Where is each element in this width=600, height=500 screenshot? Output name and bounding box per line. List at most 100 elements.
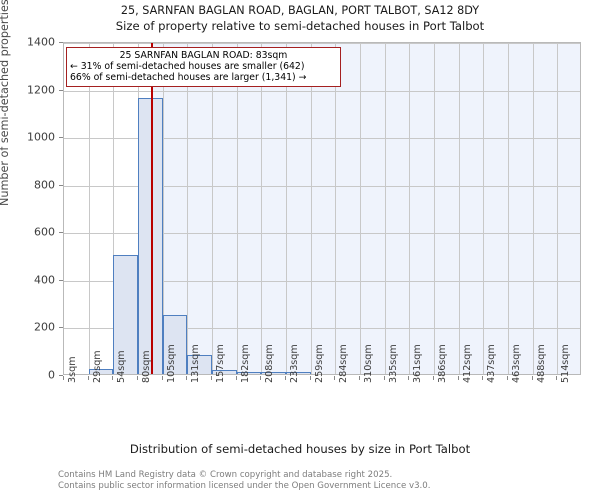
gridline-v	[508, 43, 509, 374]
x-axis-tick-mark	[531, 376, 533, 380]
gridline-v	[532, 43, 534, 374]
x-axis-tick-mark	[359, 376, 360, 380]
x-axis-tick-label: 3sqm	[67, 356, 78, 383]
x-axis-tick-mark	[285, 376, 286, 380]
gridline-h	[64, 328, 580, 330]
footer-line-2: Contains public sector information licen…	[58, 480, 431, 491]
x-axis-tick-label: 463sqm	[511, 344, 522, 383]
x-axis-tick-mark	[457, 376, 459, 380]
x-axis-tick-label: 386sqm	[437, 344, 448, 383]
gridline-v	[458, 43, 460, 374]
chart-title-secondary: Size of property relative to semi-detach…	[115, 19, 485, 33]
x-axis-tick-mark	[556, 376, 558, 380]
gridline-h	[64, 185, 580, 187]
x-axis-tick-mark	[309, 376, 311, 380]
x-axis-tick-mark	[137, 376, 138, 380]
chart-title-block: 25, SARNFAN BAGLAN ROAD, BAGLAN, PORT TA…	[0, 3, 600, 34]
gridline-h	[64, 90, 580, 92]
x-axis-tick-mark	[383, 376, 385, 380]
x-axis-tick-label: 29sqm	[91, 350, 103, 383]
x-axis-tick-label: 412sqm	[461, 344, 473, 383]
gridline-v	[286, 43, 287, 374]
y-axis-tick-mark	[59, 232, 63, 234]
y-axis-tick-label: 1400	[27, 35, 55, 49]
y-axis-tick-label: 200	[34, 320, 55, 334]
x-axis-tick-mark	[161, 376, 163, 380]
gridline-v	[236, 43, 238, 374]
y-axis-tick-mark	[59, 375, 63, 376]
x-axis-tick-label: 259sqm	[313, 344, 325, 383]
y-axis-tick-mark	[59, 42, 63, 43]
gridline-v	[409, 43, 411, 374]
gridline-v	[360, 43, 361, 374]
histogram-bar	[162, 314, 188, 374]
x-axis-tick-label: 157sqm	[215, 344, 226, 383]
gridline-v	[384, 43, 386, 374]
gridline-v	[113, 43, 115, 374]
y-axis-tick-label: 1000	[27, 130, 55, 144]
y-axis-tick-mark	[59, 279, 63, 281]
footer-line-1: Contains HM Land Registry data © Crown c…	[58, 470, 393, 480]
y-axis-tick-mark	[59, 137, 63, 139]
gridline-v	[557, 43, 559, 374]
gridline-h	[64, 138, 580, 140]
y-axis-tick-label: 400	[34, 273, 55, 287]
x-axis-tick-label: 208sqm	[264, 344, 276, 383]
x-axis-tick-mark	[211, 376, 212, 380]
property-annotation-box: 25 SARNFAN BAGLAN ROAD: 83sqm ← 31% of s…	[66, 47, 341, 87]
gridline-v	[162, 43, 164, 374]
x-axis-tick-mark	[87, 376, 89, 380]
x-axis-tick-mark	[260, 376, 262, 380]
histogram-bar	[88, 369, 114, 374]
y-axis-tick-mark	[59, 184, 63, 186]
histogram-bar	[113, 255, 138, 374]
x-axis-tick-mark	[482, 376, 484, 380]
y-axis-label: Number of semi-detached properties	[0, 0, 11, 206]
gridline-v	[483, 43, 485, 374]
gridline-v	[335, 43, 337, 374]
x-axis-tick-label: 131sqm	[190, 344, 202, 383]
x-axis-tick-mark	[408, 376, 410, 380]
y-axis-tick-label: 600	[34, 225, 55, 239]
gridline-v	[88, 43, 90, 374]
x-axis-tick-label: 54sqm	[116, 350, 128, 383]
chart-title-primary: 25, SARNFAN BAGLAN ROAD, BAGLAN, PORT TA…	[120, 4, 480, 17]
histogram-bar	[286, 372, 311, 374]
x-axis-tick-label: 284sqm	[338, 344, 350, 383]
x-axis-tick-label: 335sqm	[387, 344, 399, 383]
x-axis-tick-mark	[235, 376, 237, 380]
y-axis-tick-label: 800	[34, 178, 55, 192]
annotation-property-size: 25 SARNFAN BAGLAN ROAD: 83sqm	[119, 50, 288, 61]
y-axis-tick-mark	[59, 89, 63, 91]
x-axis-tick-label: 182sqm	[239, 344, 251, 383]
x-axis-tick-label: 488sqm	[535, 344, 547, 383]
histogram-bar	[212, 369, 237, 374]
x-axis-tick-mark	[186, 376, 188, 380]
histogram-bar	[236, 372, 262, 374]
x-axis-tick-mark	[334, 376, 336, 380]
histogram-bar	[138, 98, 163, 374]
gridline-v	[187, 43, 189, 374]
gridline-v	[212, 43, 213, 374]
x-axis-tick-mark	[433, 376, 434, 380]
x-axis-tick-label: 437sqm	[486, 344, 498, 383]
x-axis-tick-label: 310sqm	[363, 344, 374, 383]
x-axis-tick-label: 361sqm	[412, 344, 424, 383]
shaded-region	[152, 43, 580, 374]
x-axis-tick-mark	[507, 376, 508, 380]
gridline-h	[64, 233, 580, 235]
y-axis-tick-mark	[59, 327, 63, 329]
y-axis-tick-label: 1200	[27, 83, 55, 97]
y-axis-tick-label: 0	[48, 368, 55, 382]
gridline-v	[310, 43, 312, 374]
x-axis-tick-label: 233sqm	[289, 344, 300, 383]
property-size-marker-line	[151, 43, 154, 374]
histogram-bar	[187, 355, 212, 374]
gridline-v	[434, 43, 435, 374]
x-axis-tick-mark	[112, 376, 114, 380]
annotation-smaller-share: ← 31% of semi-detached houses are smalle…	[70, 61, 305, 72]
x-axis-tick-label: 514sqm	[560, 344, 572, 383]
plot-area	[63, 42, 581, 375]
histogram-bar	[261, 372, 286, 374]
